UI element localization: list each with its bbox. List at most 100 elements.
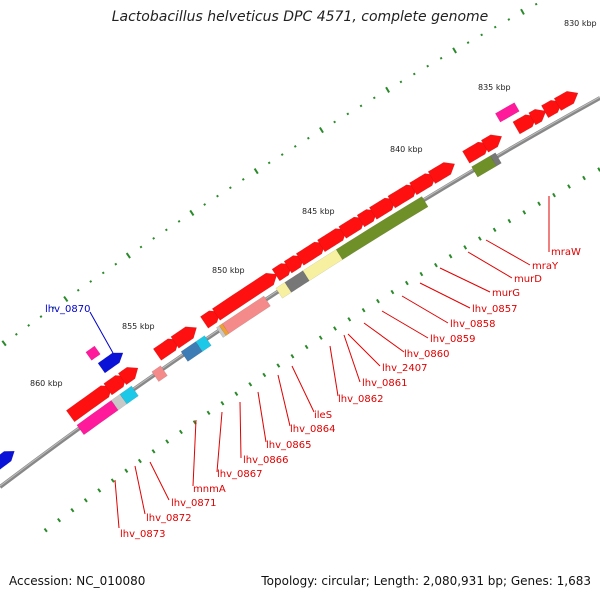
ruler-tick bbox=[177, 220, 181, 223]
inner-tick bbox=[419, 271, 424, 277]
ruler-tick bbox=[203, 203, 207, 206]
gene-arrow bbox=[97, 352, 124, 374]
ruler-tick bbox=[372, 96, 376, 100]
ruler-tick bbox=[27, 324, 31, 327]
gene-arrow bbox=[553, 90, 579, 111]
accession-text: Accession: NC_010080 bbox=[9, 574, 146, 588]
inner-tick bbox=[492, 227, 497, 233]
ruler-tick bbox=[507, 18, 511, 21]
ruler-tick bbox=[267, 161, 271, 165]
ruler-tick bbox=[14, 332, 18, 336]
ruler-tick bbox=[306, 136, 310, 140]
ruler-tick bbox=[241, 178, 245, 181]
ruler-tick bbox=[293, 145, 297, 148]
ruler-tick bbox=[452, 47, 457, 54]
ruler-tick bbox=[319, 127, 324, 134]
inner-tick bbox=[537, 201, 541, 206]
inner-tick bbox=[347, 317, 352, 322]
gene-block bbox=[489, 152, 502, 167]
ruler-tick bbox=[412, 72, 416, 76]
gene-label-lhv_0873: lhv_0873 bbox=[120, 529, 165, 540]
gene-block bbox=[494, 102, 520, 123]
gene-label-leader bbox=[485, 239, 531, 266]
gene-label-lhv_0862: lhv_0862 bbox=[338, 394, 383, 405]
ruler-tick bbox=[359, 104, 363, 108]
gene-block bbox=[221, 295, 271, 334]
inner-tick bbox=[43, 527, 48, 533]
gene-arrow bbox=[0, 450, 15, 470]
inner-tick bbox=[290, 354, 295, 359]
gene-arrow bbox=[211, 272, 278, 321]
topology-text: Topology: circular; Length: 2,080,931 bp… bbox=[261, 574, 591, 588]
ruler-tick bbox=[216, 194, 219, 198]
inner-tick bbox=[206, 410, 211, 416]
inner-tick bbox=[178, 429, 183, 435]
inner-tick bbox=[276, 363, 281, 368]
gene-arrow bbox=[480, 134, 503, 153]
inner-tick bbox=[262, 372, 267, 378]
gene-label-lhv_0872: lhv_0872 bbox=[146, 513, 191, 524]
gene-label-leader bbox=[192, 419, 197, 487]
gene-block bbox=[151, 365, 168, 382]
ruler-label: 860 kbp bbox=[30, 379, 63, 388]
gene-label-murD: murD bbox=[514, 274, 542, 285]
ruler-tick bbox=[89, 280, 93, 283]
gene-block bbox=[195, 335, 212, 352]
inner-tick bbox=[477, 236, 482, 241]
ruler-tick bbox=[51, 306, 55, 310]
inner-tick bbox=[404, 280, 409, 286]
gene-label-murG: murG bbox=[492, 288, 520, 299]
ruler-tick bbox=[76, 288, 80, 292]
ruler-tick bbox=[280, 153, 284, 156]
gene-label-leader bbox=[329, 345, 339, 397]
inner-tick bbox=[137, 458, 142, 464]
gene-arrow bbox=[427, 162, 456, 185]
ruler-tick bbox=[152, 237, 156, 240]
ruler-tick bbox=[333, 120, 336, 124]
gene-label-leader bbox=[277, 374, 291, 427]
gene-label-leader bbox=[419, 282, 471, 309]
genome-title: Lactobacillus helveticus DPC 4571, compl… bbox=[111, 9, 489, 25]
inner-tick bbox=[552, 192, 556, 198]
gene-label-lhv_0867: lhv_0867 bbox=[217, 469, 262, 480]
ruler-tick bbox=[480, 33, 484, 37]
gene-label-lhv_2407: lhv_2407 bbox=[382, 363, 427, 374]
inner-tick bbox=[434, 262, 438, 268]
ruler-tick bbox=[439, 56, 443, 60]
inner-tick bbox=[165, 439, 170, 444]
inner-tick bbox=[448, 254, 453, 259]
ruler-label: 850 kbp bbox=[212, 266, 245, 275]
gene-block bbox=[335, 196, 429, 260]
ruler-tick bbox=[114, 262, 118, 266]
inner-tick bbox=[582, 175, 586, 181]
gene-label-lhv_0871: lhv_0871 bbox=[171, 498, 216, 509]
gene-label-lhv_0857: lhv_0857 bbox=[472, 304, 517, 315]
gene-label-leader bbox=[149, 461, 170, 501]
inner-tick bbox=[304, 344, 309, 350]
gene-label-leader bbox=[381, 310, 429, 339]
inner-tick bbox=[83, 498, 88, 503]
gene-arrow bbox=[170, 326, 197, 349]
gene-label-lhv_0859: lhv_0859 bbox=[430, 334, 475, 345]
gene-label-ileS: ileS bbox=[314, 410, 332, 421]
inner-tick bbox=[70, 508, 75, 513]
gene-arrow bbox=[117, 366, 139, 386]
inner-tick bbox=[124, 468, 129, 473]
ruler-tick bbox=[164, 228, 168, 232]
gene-label-leader bbox=[363, 322, 405, 353]
ruler-label: 835 kbp bbox=[478, 83, 511, 92]
gene-label-lhv_0866: lhv_0866 bbox=[243, 455, 288, 466]
gene-label-leader bbox=[89, 311, 114, 354]
ruler-tick bbox=[139, 245, 143, 249]
ruler-tick bbox=[466, 41, 470, 45]
ruler-tick bbox=[101, 271, 105, 275]
gene-label-leader bbox=[291, 365, 315, 413]
inner-tick bbox=[361, 307, 366, 313]
inner-tick bbox=[376, 298, 380, 304]
ruler-tick bbox=[189, 209, 195, 216]
inner-tick bbox=[57, 517, 62, 523]
ruler-label: 840 kbp bbox=[390, 145, 423, 154]
inner-tick bbox=[522, 210, 527, 215]
ruler-tick bbox=[39, 315, 43, 318]
